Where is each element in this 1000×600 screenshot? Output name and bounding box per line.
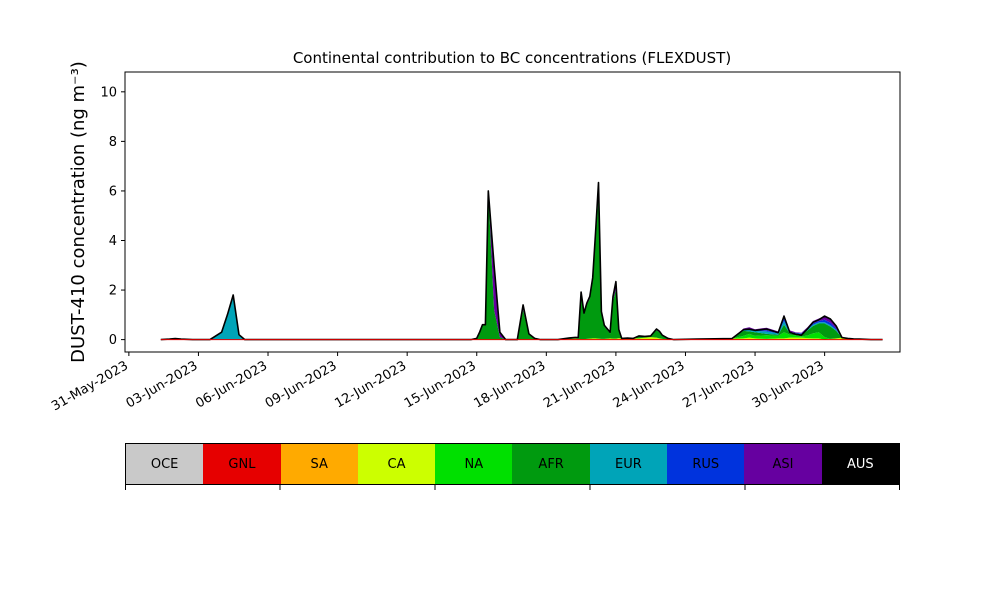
plot-frame xyxy=(124,71,901,353)
x-tick-label: 21-Jun-2023 xyxy=(541,358,618,411)
legend-item-afr: AFR xyxy=(512,444,590,484)
x-tick-label: 12-Jun-2023 xyxy=(332,358,409,411)
x-tick-label: 15-Jun-2023 xyxy=(402,358,479,411)
chart-title: Continental contribution to BC concentra… xyxy=(293,49,731,67)
x-tick-label: 24-Jun-2023 xyxy=(611,358,688,411)
y-tick-label: 10 xyxy=(100,85,117,100)
legend-item-ca: CA xyxy=(357,444,436,484)
y-axis-label: DUST-410 concentration (ng m⁻³) xyxy=(68,61,89,363)
x-tick-label: 03-Jun-2023 xyxy=(124,358,201,411)
x-tick-label: 09-Jun-2023 xyxy=(263,358,340,411)
x-tick-label: 31-May-2023 xyxy=(49,358,131,414)
legend-item-asi: ASI xyxy=(744,444,822,484)
y-tick-label: 4 xyxy=(109,234,117,249)
color-legend: OCE GNL SA CA NA AFR EUR RUS ASI AUS xyxy=(125,443,900,485)
stacked-areas xyxy=(160,181,883,341)
legend-item-na: NA xyxy=(435,444,513,484)
x-tick-label: 30-Jun-2023 xyxy=(750,358,827,411)
y-tick-label: 2 xyxy=(109,284,117,299)
total-line xyxy=(160,181,883,341)
y-tick-label: 0 xyxy=(109,333,117,348)
y-tick-label: 6 xyxy=(109,184,117,199)
y-tick-label: 8 xyxy=(109,135,117,150)
legend-ticks xyxy=(125,485,900,490)
legend-item-oce: OCE xyxy=(126,444,204,484)
x-tick-label: 06-Jun-2023 xyxy=(193,358,270,411)
area-eur xyxy=(160,190,883,340)
legend-item-sa: SA xyxy=(280,444,358,484)
legend-item-rus: RUS xyxy=(667,444,745,484)
legend-item-gnl: GNL xyxy=(203,444,281,484)
legend-item-eur: EUR xyxy=(589,444,668,484)
x-tick-label: 27-Jun-2023 xyxy=(680,358,757,411)
axes: 0 2 4 6 8 10 31-May-202303-Jun-202306-Jun-2023… xyxy=(49,71,901,414)
legend-item-aus: AUS xyxy=(821,444,899,484)
x-tick-label: 18-Jun-2023 xyxy=(471,358,548,411)
